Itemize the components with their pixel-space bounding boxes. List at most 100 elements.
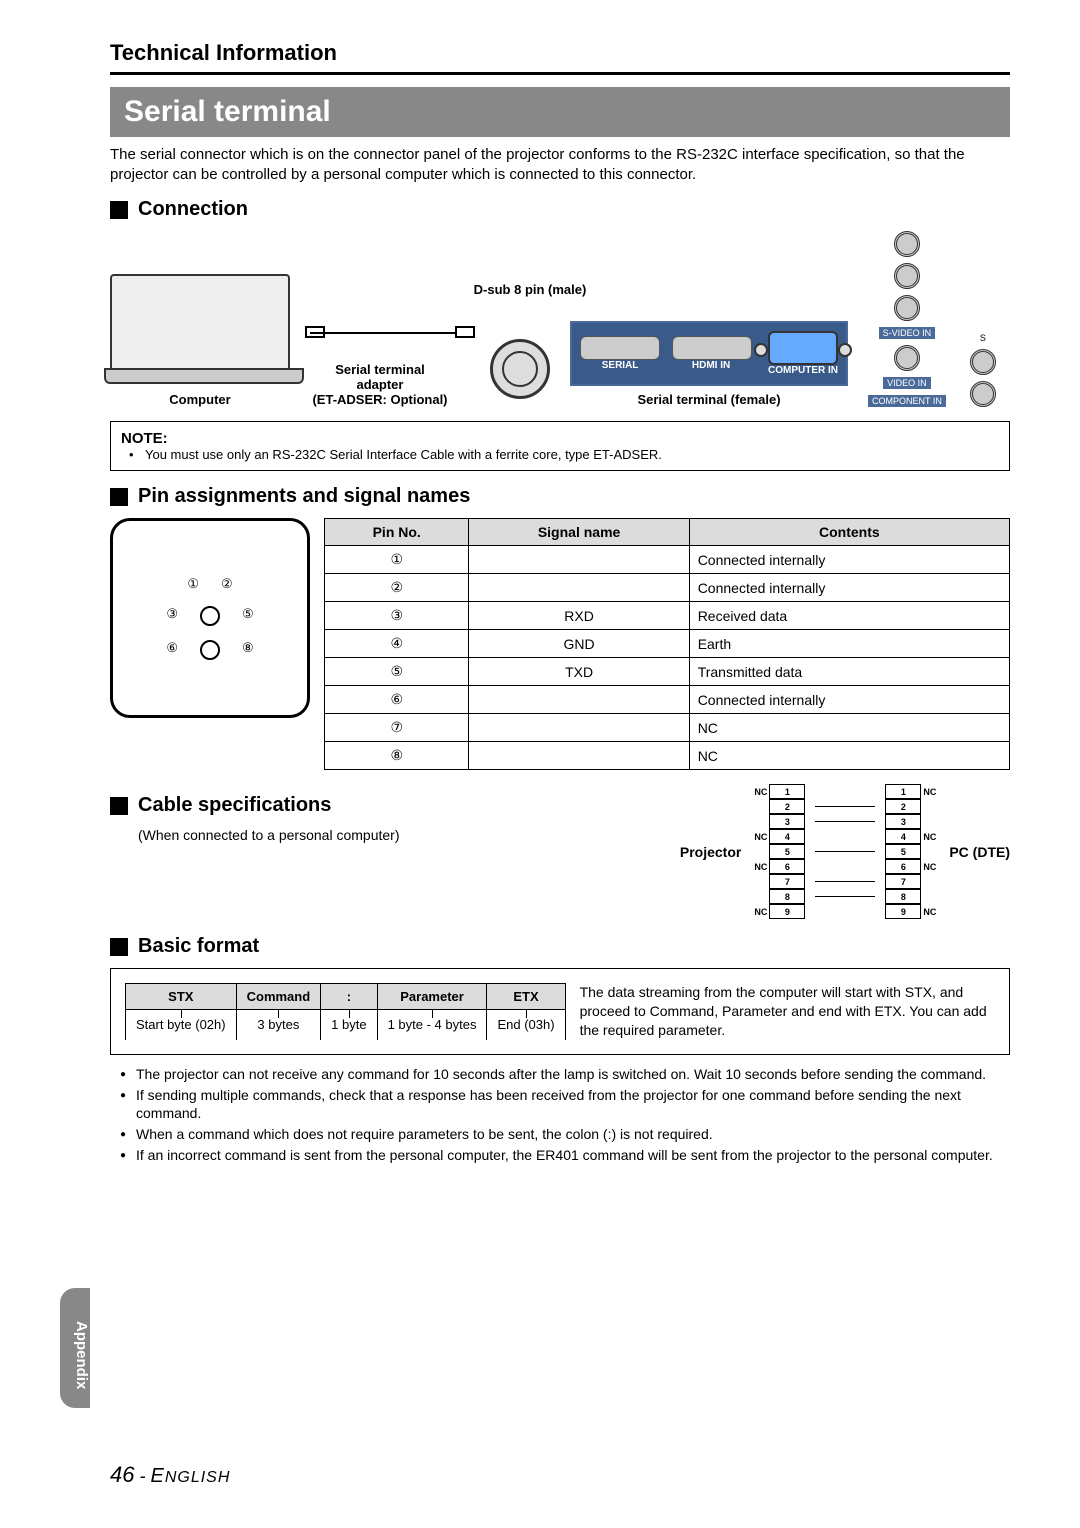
wiring-pin-left: 7: [769, 874, 805, 889]
pin-no: ①: [325, 546, 469, 574]
fmt-etx-val: End (03h): [487, 1010, 565, 1040]
pin-col-signal: Signal name: [469, 519, 689, 546]
wiring-pin-right: 4: [885, 829, 921, 844]
heading-pins: Pin assignments and signal names: [110, 485, 1010, 508]
bullet-item: The projector can not receive any comman…: [120, 1065, 1010, 1084]
fmt-stx-val: Start byte (02h): [126, 1010, 237, 1040]
adapter-label-1: Serial terminal adapter: [310, 362, 450, 392]
serial-port-icon: [490, 339, 550, 399]
hdmi-slot-2: [672, 336, 752, 360]
pin-signal: [469, 714, 689, 742]
heading-basic-text: Basic format: [138, 935, 259, 958]
fmt-colon: :: [321, 984, 377, 1010]
wiring-pin-right: 9: [885, 904, 921, 919]
pin-contents: Received data: [689, 602, 1009, 630]
pin-no: ④: [325, 630, 469, 658]
pin-contents: Connected internally: [689, 574, 1009, 602]
wiring-line: [815, 896, 875, 897]
wiring-pin-left: 3: [769, 814, 805, 829]
wiring-nc: NC: [751, 832, 769, 842]
page-lang: NGLISH: [165, 1469, 231, 1486]
page-header: Technical Information: [110, 40, 1010, 75]
dsub-label: D-sub 8 pin (male): [430, 282, 630, 297]
wiring-nc: NC: [751, 907, 769, 917]
component-label: COMPONENT IN: [868, 395, 946, 407]
pin-no: ③: [325, 602, 469, 630]
side-ports-2: S: [970, 333, 996, 407]
bullet-item: If sending multiple commands, check that…: [120, 1086, 1010, 1124]
rca-pb: [894, 263, 920, 289]
adapter-label-2: (ET-ADSER: Optional): [310, 392, 450, 407]
basic-desc: The data streaming from the computer wil…: [580, 983, 995, 1040]
pin-no: ⑦: [325, 714, 469, 742]
wiring-line: [815, 881, 875, 882]
fmt-etx: ETX: [487, 984, 565, 1010]
wiring-nc: NC: [921, 862, 939, 872]
pin-contents: Connected internally: [689, 686, 1009, 714]
wiring-pin-left: 8: [769, 889, 805, 904]
bullet-item: When a command which does not require pa…: [120, 1125, 1010, 1144]
pin-no: ⑧: [325, 742, 469, 770]
wiring-pin-right: 3: [885, 814, 921, 829]
heading-basic: Basic format: [110, 935, 1010, 958]
panel-computer-label: COMPUTER IN: [768, 365, 838, 376]
rca-svideo: [894, 295, 920, 321]
panel-serial-label: SERIAL: [602, 360, 639, 371]
rca-s: [970, 349, 996, 375]
panel-hdmi-label: HDMI IN: [692, 360, 730, 371]
bullet-item: If an incorrect command is sent from the…: [120, 1146, 1010, 1165]
section-title: Serial terminal: [110, 87, 1010, 137]
wiring-pin-left: 9: [769, 904, 805, 919]
wiring-pin-left: 4: [769, 829, 805, 844]
pin-no: ②: [325, 574, 469, 602]
panel-block: SERIAL HDMI IN COMPUTER IN Serial termin…: [570, 321, 848, 407]
fmt-cmd-val: 3 bytes: [236, 1010, 321, 1040]
page-number-value: 46: [110, 1462, 134, 1487]
heading-cable-spec-text: Cable specifications: [138, 794, 331, 817]
format-table: STX Command : Parameter ETX Start byte (…: [125, 983, 566, 1040]
fmt-colon-val: 1 byte: [321, 1010, 377, 1040]
pin-col-pin: Pin No.: [325, 519, 469, 546]
wiring-nc: NC: [921, 907, 939, 917]
pin-signal: GND: [469, 630, 689, 658]
cable-line: [310, 332, 460, 334]
fmt-cmd: Command: [236, 984, 321, 1010]
pin-contents: Earth: [689, 630, 1009, 658]
serial-port-block: [490, 339, 550, 407]
heading-connection-text: Connection: [138, 198, 248, 221]
pin-contents: Transmitted data: [689, 658, 1009, 686]
pin-diagram: ①② ③⑤ ⑥⑧: [110, 518, 310, 718]
video-label: VIDEO IN: [883, 377, 931, 389]
pin-signal: [469, 546, 689, 574]
side-tab-appendix: Appendix: [60, 1288, 90, 1408]
pin-signal: [469, 742, 689, 770]
connection-diagram: Computer D-sub 8 pin (male) Serial termi…: [110, 231, 1010, 407]
pin-contents: Connected internally: [689, 546, 1009, 574]
laptop-icon: [110, 274, 290, 374]
rca-pr: [970, 381, 996, 407]
intro-text: The serial connector which is on the con…: [110, 145, 1010, 184]
wiring-pin-right: 5: [885, 844, 921, 859]
pin-table: Pin No. Signal name Contents ①Connected …: [324, 518, 1010, 770]
heading-connection: Connection: [110, 198, 1010, 221]
wiring-pin-right: 1: [885, 784, 921, 799]
pin-signal: [469, 686, 689, 714]
wiring-pin-left: 2: [769, 799, 805, 814]
panel-icon: SERIAL HDMI IN COMPUTER IN: [570, 321, 848, 386]
pin-no: ⑥: [325, 686, 469, 714]
vga-port-icon: [768, 331, 838, 365]
note-body: You must use only an RS-232C Serial Inte…: [145, 447, 662, 462]
wiring-nc: NC: [921, 832, 939, 842]
fmt-param: Parameter: [377, 984, 487, 1010]
pin-section: ①② ③⑤ ⑥⑧ Pin No. Signal name Contents ①C…: [110, 518, 1010, 770]
cable-block: D-sub 8 pin (male) Serial terminal adapt…: [310, 362, 450, 407]
computer-icon-block: Computer: [110, 274, 290, 407]
heading-cable-spec: Cable specifications: [110, 794, 399, 817]
basic-format-box: STX Command : Parameter ETX Start byte (…: [110, 968, 1010, 1055]
wiring-nc: NC: [921, 787, 939, 797]
wiring-pin-right: 6: [885, 859, 921, 874]
computer-label: Computer: [110, 392, 290, 407]
fmt-stx: STX: [126, 984, 237, 1010]
wiring-line: [815, 821, 875, 822]
hdmi-slot-1: [580, 336, 660, 360]
